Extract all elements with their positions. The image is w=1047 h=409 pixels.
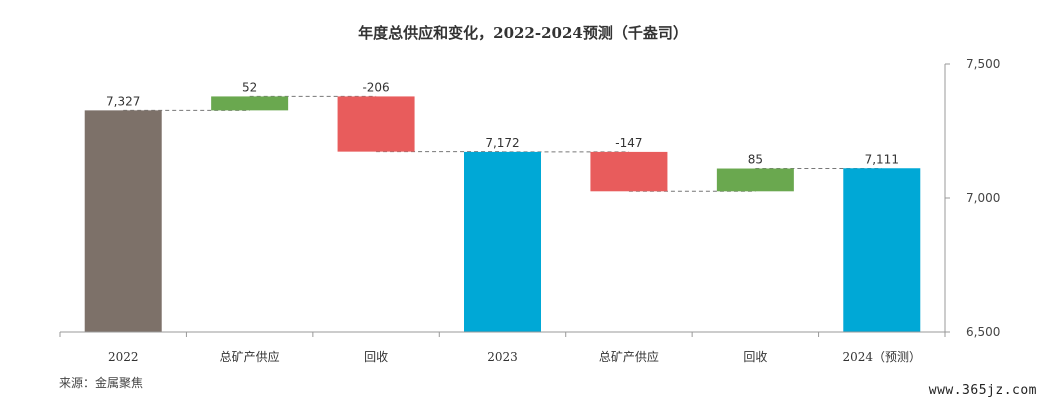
bar-increase (716, 168, 794, 192)
y-tick-label: 6,500 (966, 325, 1000, 339)
x-tick-label: 总矿产供应 (599, 349, 659, 364)
y-tick-label: 7,000 (966, 191, 1000, 205)
source-note: 来源：金属聚焦 (59, 376, 144, 390)
y-tick-label: 7,500 (966, 57, 1000, 71)
bar-decrease (337, 96, 415, 152)
x-tick-label: 回收 (364, 350, 388, 364)
data-label: -147 (615, 136, 642, 150)
x-tick-label: 2023 (487, 350, 518, 364)
chart-title: 年度总供应和变化，2022-2024预测（千盎司） (358, 24, 688, 42)
bar-increase (211, 96, 289, 111)
data-label: -206 (362, 80, 389, 94)
bar-total (464, 151, 541, 332)
x-tick-label: 总矿产供应 (220, 349, 280, 364)
bar-decrease (590, 151, 668, 192)
data-label: 7,111 (865, 152, 899, 166)
data-label: 7,327 (106, 94, 140, 108)
data-label: 52 (242, 80, 257, 94)
data-label: 85 (748, 153, 763, 167)
x-tick-label: 2024（预测） (843, 350, 922, 364)
data-label: 7,172 (485, 136, 519, 150)
x-tick-label: 2022 (108, 350, 139, 364)
x-tick-label: 回收 (743, 350, 767, 364)
watermark: www.365jz.com (928, 383, 1037, 398)
bar-total (84, 110, 162, 332)
bar-total (843, 168, 921, 332)
